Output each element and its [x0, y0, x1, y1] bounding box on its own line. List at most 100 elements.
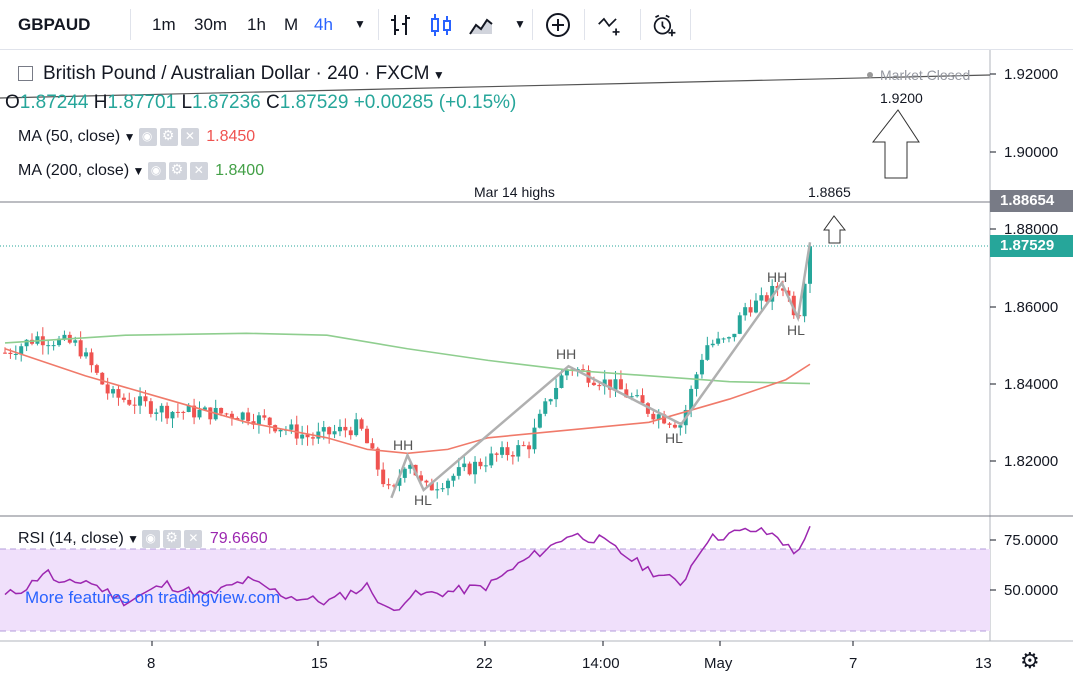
- close-icon[interactable]: [184, 530, 203, 548]
- change-value: +0.00285 (+0.15%): [353, 92, 517, 113]
- candle-body: [148, 401, 153, 414]
- candle-body: [591, 382, 596, 386]
- eye-icon[interactable]: [142, 530, 161, 548]
- gear-icon[interactable]: ⚙: [1020, 648, 1040, 673]
- chart-style-dropdown-icon[interactable]: ▼: [514, 17, 526, 31]
- candle-body: [381, 469, 386, 485]
- price-chart[interactable]: Mar 14 highs 1.8865 1.9200 HH HL HH HL H…: [0, 50, 1073, 681]
- candle-body: [786, 290, 791, 296]
- y-tick: 1.84000: [1004, 376, 1058, 393]
- candle-body: [635, 395, 640, 397]
- rsi-band: [0, 549, 990, 631]
- candle-body: [645, 403, 650, 414]
- candle-body: [219, 407, 224, 414]
- candle-body: [321, 427, 326, 432]
- candle-body: [548, 399, 553, 402]
- toolbar-divider: [640, 9, 641, 40]
- close-icon[interactable]: [189, 162, 208, 180]
- candle-body: [489, 453, 494, 466]
- interval-m[interactable]: M: [284, 15, 299, 34]
- compare-add-icon[interactable]: [545, 12, 571, 38]
- toolbar-divider: [532, 9, 533, 40]
- candle-body: [613, 379, 618, 390]
- last-price-tag: 1.87529: [990, 235, 1073, 257]
- chevron-down-icon[interactable]: ▼: [120, 130, 139, 145]
- candle-body: [84, 352, 89, 357]
- candle-body: [424, 480, 429, 483]
- candle-body: [111, 389, 116, 394]
- watermark-link[interactable]: More features on tradingview.com: [25, 588, 281, 607]
- chevron-down-icon[interactable]: ▼: [429, 68, 445, 82]
- candle-body: [651, 413, 656, 420]
- candle-body: [73, 340, 78, 343]
- candle-body: [770, 285, 775, 302]
- candle-body: [802, 283, 807, 317]
- candles-style-icon[interactable]: [428, 12, 454, 38]
- symbol-search[interactable]: GBPAUD: [18, 15, 91, 34]
- candle-body: [300, 434, 305, 439]
- candle-body: [127, 399, 132, 405]
- interval-dropdown-icon[interactable]: ▼: [354, 17, 366, 31]
- symbol-legend[interactable]: British Pound / Australian Dollar · 240 …: [18, 63, 445, 85]
- interval-1m[interactable]: 1m: [152, 15, 176, 34]
- candle-body: [256, 415, 261, 425]
- up-arrow-small: [823, 215, 847, 244]
- ma200-line: [4, 332, 811, 385]
- candle-body: [105, 384, 110, 394]
- ma50-legend[interactable]: MA (50, close) ▼ 1.8450: [18, 127, 256, 146]
- candle-body: [224, 413, 229, 415]
- alert-clock-icon[interactable]: [652, 12, 678, 38]
- hl-label-2: HL: [665, 430, 683, 446]
- candle-body: [764, 295, 769, 302]
- candle-body: [743, 307, 748, 316]
- candle-body: [808, 246, 812, 284]
- y-tick: 1.90000: [1004, 144, 1058, 161]
- close-icon[interactable]: [180, 128, 199, 146]
- x-tick: 8: [147, 655, 155, 672]
- eye-icon[interactable]: [138, 128, 157, 146]
- collapse-icon[interactable]: [18, 66, 33, 82]
- candle-body: [154, 412, 159, 414]
- candle-body: [478, 461, 483, 467]
- hh-label-3: HH: [767, 269, 787, 285]
- interval-30m[interactable]: 30m: [194, 15, 228, 34]
- area-style-icon[interactable]: [468, 12, 494, 38]
- candle-body: [602, 379, 607, 387]
- candle-body: [262, 415, 267, 418]
- candle-body: [618, 379, 623, 390]
- candle-body: [629, 396, 634, 398]
- market-status: Market Closed: [880, 67, 971, 83]
- gear-icon[interactable]: [159, 127, 178, 146]
- ma200-legend[interactable]: MA (200, close) ▼ 1.8400: [18, 161, 264, 180]
- gear-icon[interactable]: [168, 161, 187, 180]
- candle-body: [753, 300, 758, 313]
- toolbar-divider: [690, 9, 691, 40]
- eye-icon[interactable]: [147, 162, 166, 180]
- ma50-value: 1.8450: [206, 128, 256, 146]
- candle-body: [289, 424, 294, 430]
- candle-body: [662, 414, 667, 424]
- rsi-legend[interactable]: RSI (14, close) ▼ 79.6660: [18, 529, 268, 548]
- gear-icon[interactable]: [163, 529, 182, 548]
- candle-body: [564, 369, 569, 376]
- candle-body: [780, 288, 785, 291]
- candle-body: [337, 426, 342, 432]
- chevron-down-icon[interactable]: ▼: [123, 532, 143, 547]
- rsi-tick: 75.0000: [1004, 532, 1058, 549]
- up-arrow-large: [871, 109, 920, 179]
- candle-body: [597, 385, 602, 387]
- ma200-label: MA (200, close): [18, 162, 130, 180]
- chevron-down-icon[interactable]: ▼: [129, 164, 148, 179]
- rsi-value: 79.6660: [209, 530, 268, 548]
- candle-body: [181, 411, 186, 413]
- interval-4h[interactable]: 4h: [314, 15, 333, 34]
- candle-body: [192, 405, 197, 418]
- interval-1h[interactable]: 1h: [247, 15, 266, 34]
- candle-body: [408, 464, 413, 469]
- bars-style-icon[interactable]: [388, 12, 414, 38]
- indicators-icon[interactable]: [597, 12, 623, 38]
- candle-body: [359, 419, 364, 429]
- candle-body: [732, 333, 737, 338]
- trend-line: [0, 74, 991, 99]
- candle-body: [791, 295, 796, 316]
